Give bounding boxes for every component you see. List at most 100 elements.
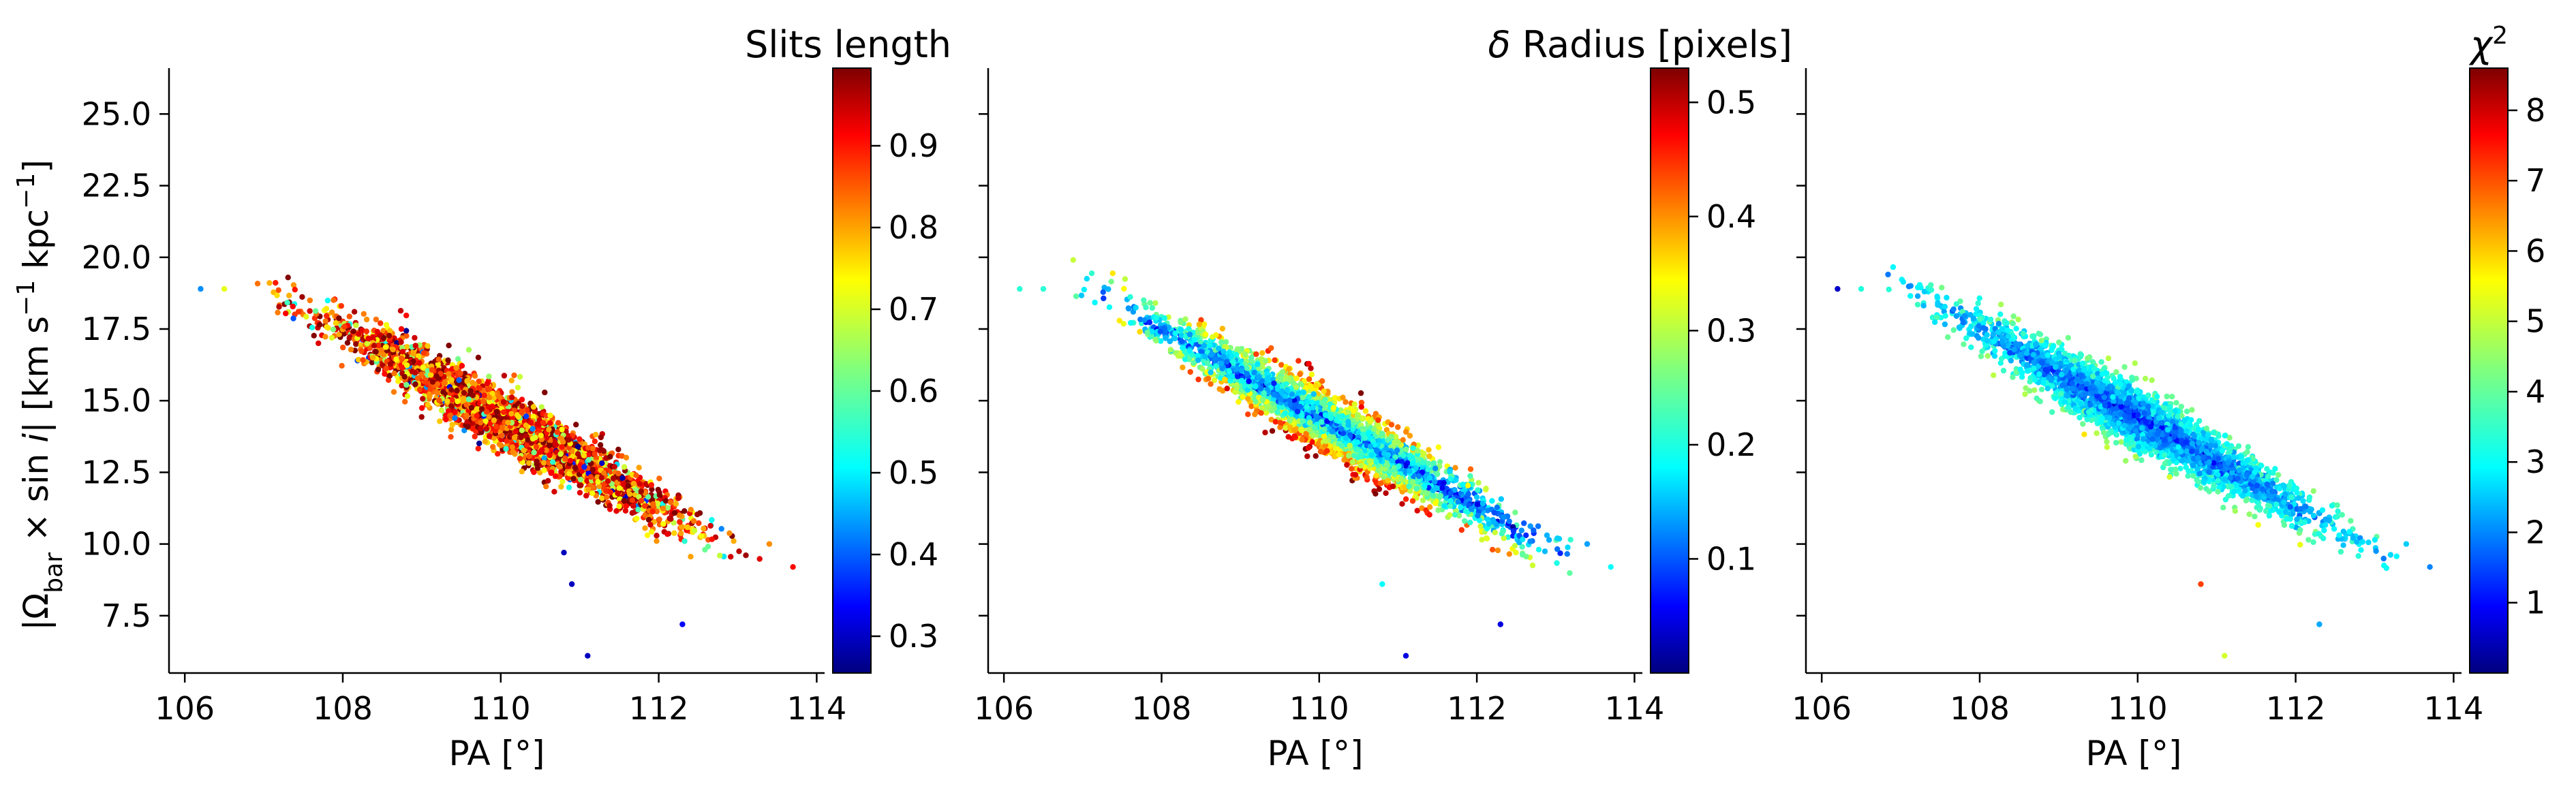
- data-point: [292, 287, 298, 293]
- data-point: [572, 465, 579, 471]
- data-point: [717, 552, 723, 559]
- colorbar-tick-label: 0.4: [889, 536, 938, 573]
- data-point: [1101, 295, 1107, 302]
- data-point: [483, 409, 490, 415]
- data-point: [486, 373, 492, 379]
- data-point: [642, 512, 648, 518]
- y-tick-label: 7.5: [102, 597, 151, 634]
- data-point: [420, 364, 426, 371]
- data-point: [681, 538, 688, 544]
- data-point: [709, 536, 715, 542]
- data-point: [1426, 453, 1432, 459]
- data-point: [1210, 334, 1216, 340]
- data-point: [503, 446, 509, 452]
- data-point: [508, 411, 515, 417]
- data-point: [688, 554, 694, 560]
- data-point: [361, 311, 367, 317]
- data-point: [701, 525, 707, 532]
- data-point: [266, 280, 273, 286]
- data-point: [470, 379, 476, 386]
- data-point: [656, 475, 662, 482]
- data-point: [438, 407, 445, 413]
- data-point: [501, 373, 508, 379]
- data-point: [1172, 335, 1178, 341]
- data-point: [521, 448, 527, 454]
- data-point: [475, 354, 482, 360]
- data-point: [559, 478, 566, 485]
- data-point: [530, 426, 536, 432]
- data-point: [461, 427, 467, 433]
- data-point: [790, 564, 796, 570]
- data-point: [474, 413, 480, 419]
- data-point: [568, 581, 575, 587]
- data-point: [550, 459, 556, 465]
- data-point: [457, 370, 463, 377]
- data-point: [637, 481, 643, 487]
- data-point: [577, 436, 583, 442]
- data-point: [534, 458, 540, 465]
- data-point: [499, 424, 505, 431]
- data-point: [638, 488, 644, 495]
- data-point: [1272, 357, 1278, 363]
- data-point: [592, 451, 598, 457]
- data-point: [403, 362, 410, 369]
- data-point: [382, 344, 389, 350]
- data-point: [547, 420, 553, 426]
- colorbar-tick-label: 0.6: [889, 373, 938, 409]
- data-point: [1513, 549, 1519, 556]
- data-point: [718, 526, 724, 532]
- data-point: [403, 381, 410, 388]
- data-point: [1152, 300, 1159, 307]
- data-point: [331, 297, 337, 303]
- data-point: [1531, 527, 1537, 533]
- colorbar-tick-label: 0.9: [889, 127, 938, 164]
- data-point: [675, 495, 681, 501]
- data-point: [1475, 480, 1482, 486]
- data-point: [649, 529, 655, 535]
- data-point: [487, 394, 493, 401]
- data-point: [322, 334, 328, 340]
- data-point: [656, 492, 663, 498]
- data-point: [364, 341, 370, 347]
- data-point: [420, 349, 427, 356]
- data-point: [592, 438, 598, 445]
- data-point: [660, 505, 666, 512]
- data-point: [545, 478, 551, 484]
- data-point: [378, 320, 384, 326]
- data-point: [420, 396, 426, 402]
- data-point: [629, 497, 635, 503]
- data-point: [1521, 520, 1527, 527]
- data-point: [317, 322, 323, 328]
- data-point: [707, 522, 714, 529]
- data-point: [766, 541, 773, 547]
- data-point: [619, 453, 625, 459]
- data-point: [393, 356, 399, 362]
- data-point: [616, 485, 622, 491]
- data-point: [254, 281, 261, 287]
- data-point: [386, 332, 393, 339]
- data-point: [353, 322, 359, 328]
- data-point: [416, 387, 423, 393]
- data-point: [1358, 390, 1364, 396]
- data-point: [324, 313, 330, 319]
- data-point: [322, 318, 328, 324]
- data-point: [428, 372, 434, 378]
- data-point: [650, 501, 656, 507]
- colorbar-tick-label: 0.8: [889, 209, 938, 246]
- data-point: [526, 460, 532, 466]
- data-point: [559, 444, 565, 450]
- data-point: [593, 431, 599, 438]
- data-point: [532, 435, 538, 441]
- data-point: [363, 316, 370, 323]
- data-point: [610, 475, 617, 482]
- data-point: [455, 356, 461, 362]
- data-point: [574, 443, 581, 450]
- data-point: [346, 334, 353, 341]
- data-point: [1308, 365, 1314, 371]
- data-point: [336, 331, 342, 337]
- data-point: [399, 382, 405, 389]
- data-point: [557, 451, 564, 457]
- data-point: [607, 454, 613, 460]
- data-point: [412, 343, 418, 349]
